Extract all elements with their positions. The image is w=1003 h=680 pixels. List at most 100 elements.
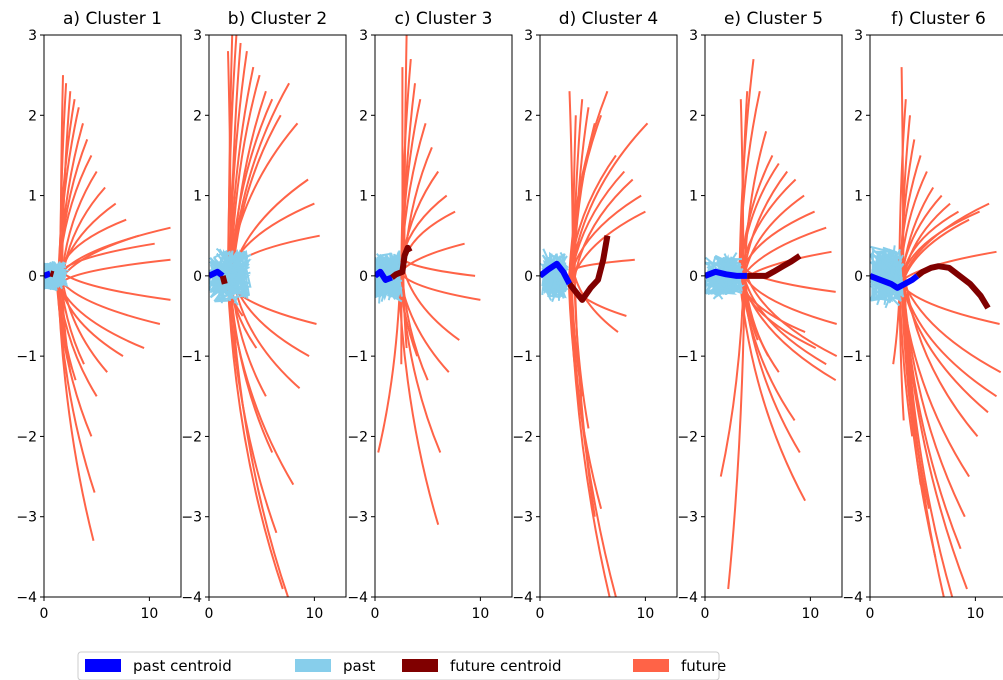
x-tick-label: 10 — [305, 606, 323, 622]
y-tick-label: −3 — [677, 510, 698, 526]
past-centroid-line — [375, 268, 393, 283]
past-trajectory — [44, 267, 67, 287]
panel-title: e) Cluster 5 — [724, 9, 823, 29]
y-tick-label: 2 — [359, 108, 368, 124]
y-tick-label: −3 — [347, 510, 368, 526]
future-trajectory — [742, 274, 837, 325]
past-centroid-line — [44, 270, 52, 279]
future-trajectory — [567, 154, 617, 280]
y-tick-label: 3 — [193, 28, 202, 44]
future-trajectory — [901, 202, 990, 282]
x-tick-label: 10 — [471, 606, 489, 622]
x-tick-label: 10 — [636, 606, 654, 622]
plot-area — [209, 35, 320, 597]
x-tick-label: 0 — [371, 606, 380, 622]
y-tick-label: 0 — [689, 269, 698, 285]
y-tick-label: −4 — [677, 590, 698, 606]
y-tick-label: −1 — [347, 349, 368, 365]
future-trajectory — [397, 273, 440, 525]
legend-swatch — [85, 659, 121, 672]
plot-area — [705, 58, 838, 590]
y-tick-label: 1 — [524, 189, 533, 205]
y-tick-label: −3 — [181, 510, 202, 526]
y-tick-label: 3 — [28, 28, 37, 44]
y-tick-label: −4 — [842, 590, 863, 606]
y-tick-label: 0 — [193, 269, 202, 285]
past-trajectory — [44, 261, 64, 290]
future-trajectory — [57, 154, 93, 275]
past-centroid-line — [705, 268, 748, 279]
future-trajectory — [898, 99, 907, 269]
y-tick-label: 0 — [28, 269, 37, 285]
y-tick-label: 3 — [524, 28, 533, 44]
axes-frame — [43, 34, 182, 598]
y-tick-label: −4 — [181, 590, 202, 606]
y-tick-label: −1 — [677, 349, 698, 365]
future-trajectory — [741, 170, 788, 282]
past-centroid-line — [540, 260, 573, 286]
future-trajectory — [230, 74, 261, 268]
x-tick-label: 0 — [536, 606, 545, 622]
future-trajectory — [572, 258, 635, 271]
past-centroid-line — [209, 268, 225, 279]
future-trajectory — [567, 282, 603, 509]
y-tick-label: 1 — [359, 189, 368, 205]
y-tick-label: −3 — [842, 510, 863, 526]
future-trajectory — [400, 273, 481, 301]
panel-2: −4 −3 −2 −1 0 1 2 3 0 10 b) Cluster 2 — [181, 9, 347, 622]
x-tick-label: 10 — [966, 606, 984, 622]
future-trajectory — [227, 35, 238, 270]
future-trajectory — [377, 274, 402, 453]
y-tick-label: 2 — [193, 108, 202, 124]
y-tick-label: −4 — [347, 590, 368, 606]
y-tick-label: 3 — [359, 28, 368, 44]
x-tick-label: 0 — [866, 606, 875, 622]
future-trajectory — [231, 82, 290, 273]
axes-frame — [869, 34, 1003, 598]
axes-frame — [208, 34, 347, 598]
past-trajectory — [389, 250, 401, 298]
future-trajectory — [743, 267, 836, 293]
future-trajectory — [738, 90, 761, 269]
future-trajectory — [57, 107, 80, 284]
future-trajectory — [573, 280, 590, 429]
past-centroid-line — [870, 273, 920, 291]
y-tick-label: 0 — [359, 269, 368, 285]
past-trajectory — [542, 260, 559, 293]
future-trajectory — [62, 258, 171, 283]
future-trajectory — [719, 269, 746, 477]
legend-label: future — [681, 657, 726, 675]
x-tick-label: 0 — [205, 606, 214, 622]
y-tick-label: −1 — [16, 349, 37, 365]
y-tick-label: −1 — [181, 349, 202, 365]
panel-title: d) Cluster 4 — [559, 9, 658, 29]
x-tick-label: 0 — [701, 606, 710, 622]
y-tick-label: 0 — [854, 269, 863, 285]
plot-area — [375, 35, 481, 525]
future-trajectory — [903, 283, 954, 597]
legend-swatch — [295, 659, 331, 672]
legend-swatch — [633, 659, 669, 672]
axes-frame — [374, 34, 513, 598]
past-trajectory — [876, 278, 902, 302]
panel-3: −4 −3 −2 −1 0 1 2 3 0 10 c) Cluster 3 — [347, 9, 513, 622]
legend-label: past — [343, 657, 376, 675]
y-tick-label: 1 — [28, 189, 37, 205]
legend-label: future centroid — [450, 657, 562, 675]
future-trajectory — [229, 277, 289, 597]
y-tick-label: −4 — [16, 590, 37, 606]
y-tick-label: 2 — [524, 108, 533, 124]
y-tick-label: −1 — [842, 349, 863, 365]
future-trajectory — [903, 210, 959, 271]
legend-box — [77, 651, 720, 680]
future-trajectory — [228, 66, 255, 280]
panel-title: c) Cluster 3 — [395, 9, 493, 29]
y-tick-label: 2 — [28, 108, 37, 124]
past-trajectory — [881, 268, 892, 296]
future-trajectory — [229, 280, 274, 453]
x-tick-label: 10 — [801, 606, 819, 622]
y-tick-label: −2 — [181, 429, 202, 445]
future-trajectory — [740, 210, 816, 273]
future-centroid-line — [747, 253, 802, 279]
